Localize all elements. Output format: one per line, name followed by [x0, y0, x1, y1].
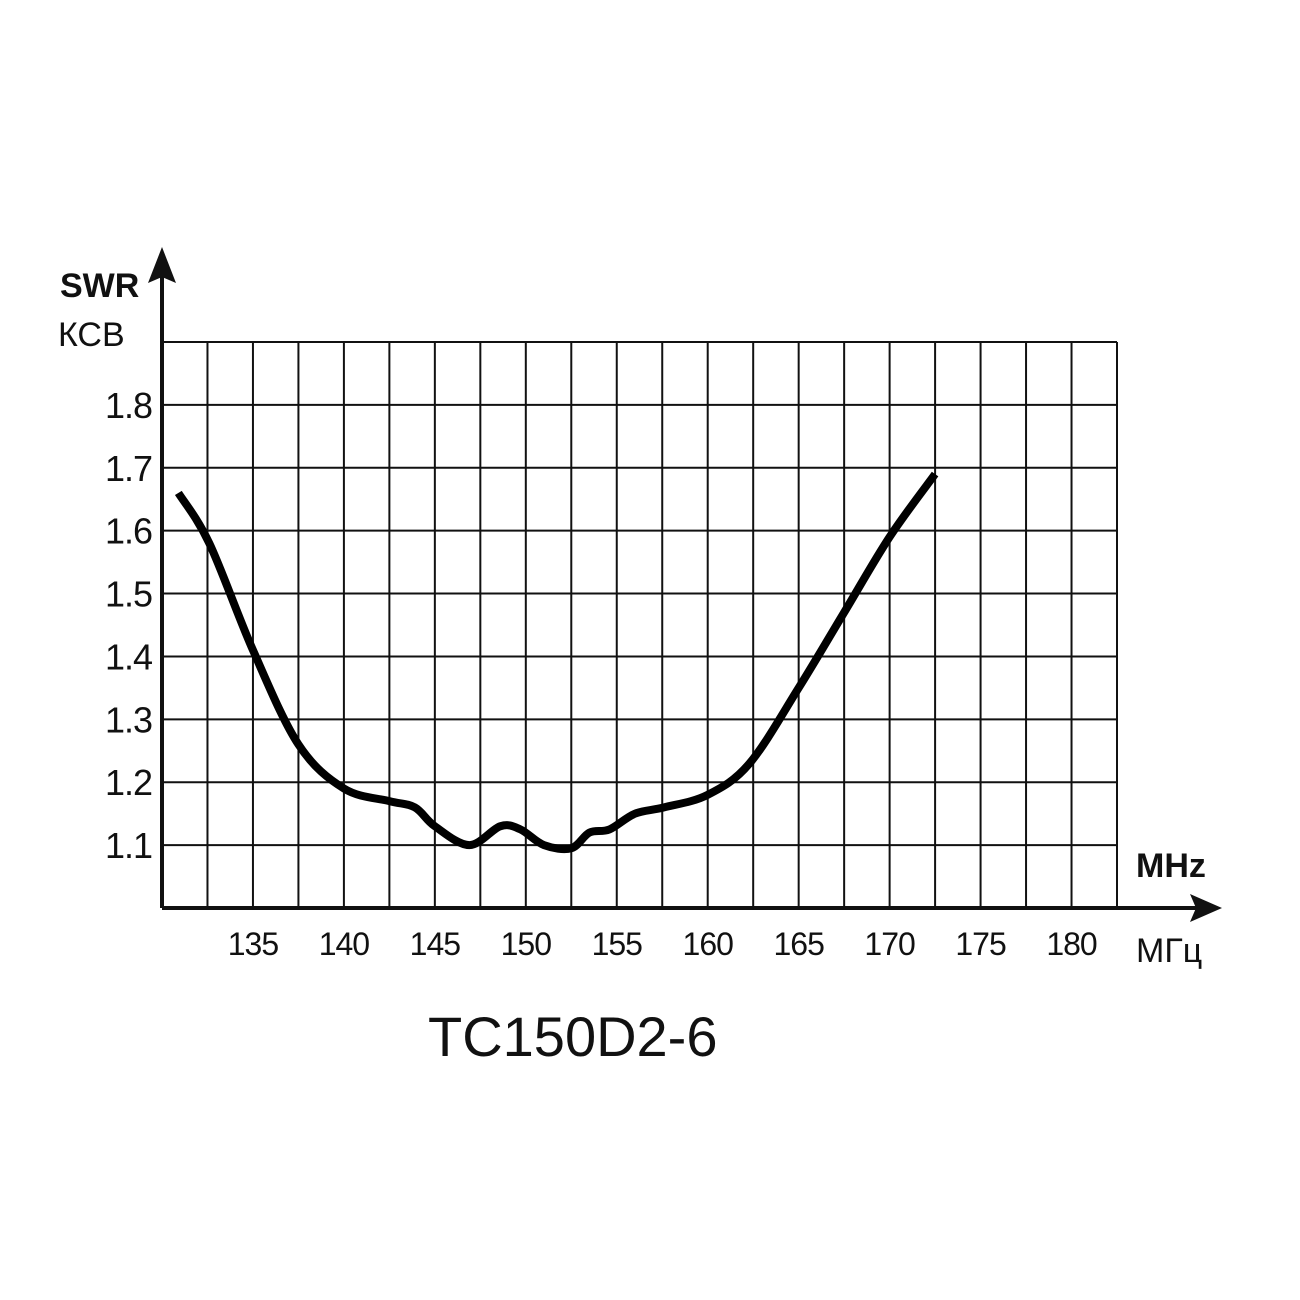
y-tick-label: 1.3	[105, 699, 152, 740]
chart-title: TC150D2-6	[428, 1005, 717, 1068]
x-tick-label: 170	[864, 926, 915, 962]
y-tick-label: 1.2	[105, 762, 152, 803]
x-tick-label: 140	[319, 926, 370, 962]
y-axis-arrow-icon	[148, 247, 176, 283]
y-tick-label: 1.8	[105, 385, 152, 426]
x-axis-arrow-icon	[1190, 894, 1222, 922]
y-axis-label: SWR	[60, 267, 139, 305]
y-tick-label: 1.6	[105, 511, 152, 552]
x-tick-label: 175	[955, 926, 1006, 962]
x-tick-label: 180	[1046, 926, 1097, 962]
x-tick-label: 165	[773, 926, 824, 962]
y-tick-label: 1.5	[105, 574, 152, 615]
y-axis-label-alt: КСВ	[58, 316, 125, 354]
swr-curve	[174, 471, 939, 854]
x-tick-labels: 135 140 145 150 155 160 165 170 175 180	[228, 926, 1098, 962]
series	[174, 471, 939, 854]
x-tick-label: 155	[592, 926, 643, 962]
y-tick-label: 1.4	[105, 636, 152, 677]
grid	[161, 341, 1118, 909]
y-tick-label: 1.7	[105, 448, 152, 489]
x-tick-label: 150	[501, 926, 552, 962]
y-tick-labels: 1.1 1.2 1.3 1.4 1.5 1.6 1.7 1.8	[105, 385, 153, 866]
x-tick-label: 145	[410, 926, 461, 962]
x-axis-label-alt: МГц	[1136, 932, 1202, 970]
x-tick-label: 160	[683, 926, 734, 962]
axes	[148, 247, 1222, 922]
x-tick-label: 135	[228, 926, 279, 962]
x-axis-label: MHz	[1136, 847, 1206, 885]
y-tick-label: 1.1	[105, 825, 152, 866]
